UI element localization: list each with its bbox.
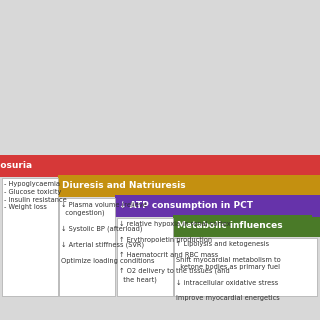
Bar xyxy=(59,198,115,296)
Bar xyxy=(173,215,320,237)
Bar xyxy=(115,195,320,217)
Text: ↓ ATP consumption in PCT: ↓ ATP consumption in PCT xyxy=(119,202,253,211)
Bar xyxy=(0,155,320,177)
Text: Metabolic influences: Metabolic influences xyxy=(177,221,283,230)
Text: Diuresis and Natriuresis: Diuresis and Natriuresis xyxy=(61,181,185,190)
Text: ↓ relative hypoxia in renal cortex

↑ Erythropoietin production

↑ Haematocrit a: ↓ relative hypoxia in renal cortex ↑ Ery… xyxy=(119,221,230,283)
Text: - Hypoglycaemia
- Glucose toxicity
- Insulin resistance
- Weight loss: - Hypoglycaemia - Glucose toxicity - Ins… xyxy=(4,181,66,210)
Bar xyxy=(312,155,320,177)
Bar xyxy=(58,175,320,197)
Text: ↑ Lipolysis and ketogenesis

Shift myocardial metabolism to
  ketone bodies as p: ↑ Lipolysis and ketogenesis Shift myocar… xyxy=(176,241,281,301)
Text: Glucosuria: Glucosuria xyxy=(0,162,33,171)
Bar xyxy=(2,178,58,296)
Text: ↓ Plasma volume (relieve
  congestion)

↓ Systolic BP (afterload)

↓ Arterial st: ↓ Plasma volume (relieve congestion) ↓ S… xyxy=(61,201,155,264)
Bar xyxy=(312,175,320,197)
Bar xyxy=(312,195,320,217)
Bar xyxy=(117,218,173,296)
Bar xyxy=(174,238,317,296)
